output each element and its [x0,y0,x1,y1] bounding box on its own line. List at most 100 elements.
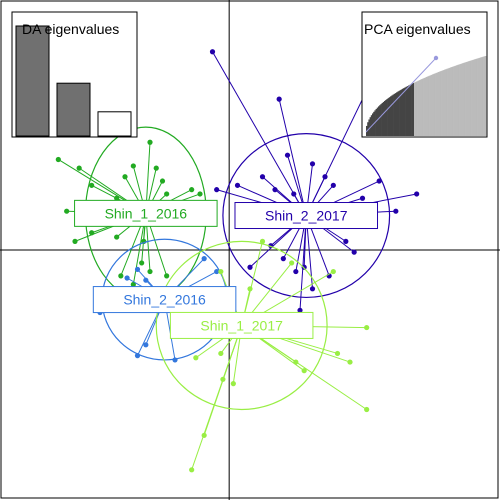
spoke-shin-2-2017 [299,215,307,311]
pca-eigenvalue-bar [453,66,456,136]
pca-eigenvalue-bar [394,93,397,136]
label-box-shin-1-2016 [74,199,218,227]
pca-eigenvalue-bar [469,60,471,136]
pca-eigenvalue-bar [484,56,487,136]
point-shin-1-2016 [130,281,136,288]
point-shin-1-2017 [218,350,224,357]
point-shin-1-2017 [193,355,199,361]
pca-eigenvalue-bar [411,83,414,136]
point-shin-1-2016 [164,191,170,197]
point-shin-1-2016 [122,174,128,180]
label-box-shin-2-2017 [234,202,379,230]
point-shin-1-2017 [259,238,266,244]
point-shin-2-2016 [201,256,207,262]
label-box-shin-2-2016 [92,286,237,314]
da-eigenvalues-inset: DA eigenvalues [11,11,138,138]
label-shin-1-2017: Shin_1_2017 [200,317,283,333]
pca-eigenvalue-bar [417,80,420,136]
pca-eigenvalue-bar [385,99,387,136]
pca-eigenvalue-bar [422,78,424,136]
pca-eigenvalue-bar [380,104,382,136]
pca-eigenvalue-bar [403,88,405,136]
label-shin-2-2017: Shin_2_2017 [265,208,348,224]
point-shin-1-2016 [164,273,170,279]
pca-eigenvalue-bar [397,91,399,136]
point-shin-1-2017 [364,324,370,331]
point-shin-2-2017 [359,195,366,201]
pca-eigenvalue-bar [399,90,402,136]
pca-eigenvalue-bar [464,62,466,136]
pca-eigenvalue-bar [410,84,412,136]
da-eigenvalue-bar [15,25,50,137]
pca-eigenvalue-bar [482,56,484,137]
pca-eigenvalue-bar [463,62,465,137]
pca-eigenvalue-bar [426,76,428,136]
pca-eigenvalue-bar [428,75,430,136]
pca-eigenvalue-bar [459,64,462,136]
da-eigenvalue-bar [97,111,132,137]
point-shin-2-2017 [234,182,241,188]
pca-eigenvalue-bar [374,110,376,136]
pca-eigenvalue-bar [402,88,404,136]
pca-eigenvalue-bar [375,108,378,136]
pca-eigenvalue-bar [404,87,406,136]
pca-eigenvalue-bar [416,81,418,136]
point-shin-1-2017 [247,286,253,292]
point-shin-1-2016 [153,165,159,171]
point-shin-2-2017 [280,256,286,262]
pca-eigenvalue-bar [406,86,409,136]
point-shin-2-2017 [351,249,357,255]
point-shin-2-2017 [293,268,299,275]
point-shin-1-2016 [72,238,78,244]
pca-cumulative-line [365,57,437,133]
pca-eigenvalue-bar [438,71,440,136]
point-shin-2-2017 [272,187,278,193]
point-shin-1-2016 [55,156,61,163]
pca-eigenvalue-bar [439,71,441,136]
point-shin-2-2017 [414,191,420,197]
spoke-shin-1-2017 [241,325,367,410]
point-shin-2-2017 [284,152,291,158]
pca-eigenvalue-bar [415,81,417,136]
pca-eigenvalue-bar [414,82,416,136]
pca-eigenvalues-inset: PCA eigenvalues [361,11,488,138]
point-shin-1-2016 [64,208,70,214]
point-shin-1-2016 [197,191,203,197]
point-shin-2-2017 [247,264,253,270]
pca-eigenvalue-bar [454,65,457,136]
pca-eigenvalue-bar [474,59,476,137]
pca-eigenvalue-bar [396,92,398,136]
pca-cumulative-point [433,55,439,61]
pca-eigenvalue-bar [436,72,439,136]
pca-eigenvalue-bar [466,61,469,136]
point-shin-1-2016 [147,268,153,275]
pca-eigenvalue-bar [412,83,415,136]
point-shin-1-2017 [230,381,236,387]
da-eigenvalue-bar [56,82,91,137]
pca-eigenvalue-bar [470,60,472,136]
pca-eigenvalue-bar [430,74,433,136]
pca-eigenvalue-bar [367,122,369,136]
pca-eigenvalue-bar [382,101,385,136]
pca-eigenvalue-bar [481,57,483,136]
group-labels-layer: Shin_1_2016 Shin_2_2017 Shin_2_2016 Shin_1_… [74,199,379,339]
pca-eigenvalue-bar [458,64,460,136]
pca-eigenvalue-bar [379,105,381,136]
pca-inset-title: PCA eigenvalues [364,21,471,37]
point-shin-2-2017 [297,307,303,313]
point-shin-1-2016 [114,234,120,240]
pca-eigenvalue-bar [429,75,432,136]
point-shin-2-2017 [276,96,282,102]
pca-eigenvalue-bar [420,79,422,136]
pca-eigenvalue-bar [421,79,423,136]
pca-eigenvalue-bar [424,77,427,136]
point-shin-2-2016 [124,275,130,281]
pca-eigenvalue-bar [468,61,470,136]
pca-eigenvalue-bar [405,86,408,136]
pca-eigenvalue-bar [440,71,442,136]
pca-eigenvalue-bar [386,99,388,136]
point-shin-2-2016 [134,353,141,359]
pca-eigenvalue-bar [444,69,446,136]
pca-eigenvalue-bar [460,63,463,136]
